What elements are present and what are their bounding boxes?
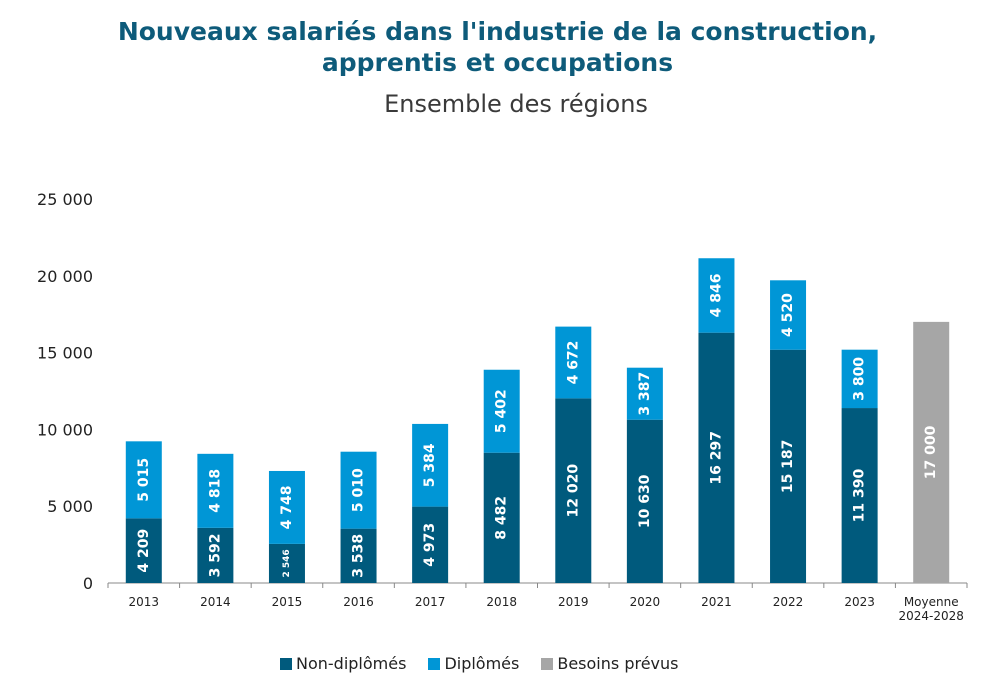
data-label: 11 390 (852, 468, 868, 522)
bar-segment (698, 332, 735, 583)
x-tick-label: 2019 (558, 595, 589, 609)
x-tick-label: 2013 (129, 595, 160, 609)
data-label: 5 010 (351, 468, 367, 512)
bar-segment (197, 453, 234, 528)
y-tick-label: 10 000 (37, 420, 93, 439)
data-label: 5 015 (136, 458, 152, 502)
y-tick-label: 5 000 (47, 497, 93, 516)
legend-swatch-besoins (541, 657, 554, 670)
data-label: 17 000 (923, 425, 939, 479)
bar-segment (268, 543, 305, 583)
x-tick-label: 2018 (486, 595, 517, 609)
bar-segment (626, 367, 663, 420)
data-label: 4 748 (279, 486, 295, 530)
x-tick-label: 2021 (701, 595, 732, 609)
data-label: 3 538 (351, 534, 367, 578)
data-label: 3 592 (207, 533, 223, 577)
chart-title-line-1: Nouveaux salariés dans l'industrie de la… (117, 17, 878, 46)
data-label: 4 209 (136, 529, 152, 573)
data-label: 5 384 (422, 443, 438, 487)
bar-segment (340, 451, 377, 529)
legend-label-besoins: Besoins prévus (557, 654, 679, 673)
y-tick-label: 0 (83, 574, 93, 593)
data-label: 5 402 (494, 389, 510, 433)
x-tick-label: 2016 (343, 595, 374, 609)
x-tick-label: 2015 (272, 595, 303, 609)
data-label: 4 973 (422, 523, 438, 567)
data-label: 15 187 (780, 440, 796, 494)
bar-segment (555, 398, 592, 583)
data-label: 8 482 (494, 496, 510, 540)
legend-label-non-diplomes: Non-diplômés (296, 654, 407, 673)
bar-segment (626, 419, 663, 583)
data-label: 3 800 (852, 357, 868, 401)
bar-segment (770, 280, 807, 350)
bar-segment (125, 518, 162, 583)
data-label: 4 672 (565, 341, 581, 385)
data-label: 4 846 (708, 274, 724, 318)
data-label: 12 020 (565, 464, 581, 518)
legend-item-non-diplomes: Non-diplômés (280, 654, 406, 673)
data-label: 4 818 (207, 469, 223, 513)
x-tick-label: 2014 (200, 595, 231, 609)
bar-segment (841, 408, 878, 583)
chart-title: Nouveaux salariés dans l'industrie de la… (0, 16, 995, 78)
bar-segment (913, 321, 950, 583)
y-tick-label: 15 000 (37, 344, 93, 363)
data-label: 10 630 (637, 474, 653, 528)
bar-segment (483, 369, 520, 453)
chart-title-line-2: apprentis et occupations (321, 48, 674, 77)
bar-segment (841, 349, 878, 409)
y-tick-label: 20 000 (37, 267, 93, 286)
bar-segment (268, 470, 305, 544)
data-label: 3 387 (637, 372, 653, 416)
legend-item-diplomes: Diplômés (428, 654, 519, 673)
data-label: 2 546 (282, 549, 292, 577)
bar-segment (698, 258, 735, 333)
chart-subtitle: Ensemble des régions (384, 90, 648, 118)
legend-swatch-non-diplomes (280, 657, 292, 670)
x-tick-label: 2022 (773, 595, 804, 609)
bar-segment (555, 326, 592, 399)
data-label: 16 297 (708, 431, 724, 485)
x-tick-label: Moyenne (904, 595, 959, 609)
x-tick-label: 2023 (844, 595, 875, 609)
x-tick-label: 2017 (415, 595, 446, 609)
bar-segment (197, 527, 234, 583)
legend-swatch-diplomes (428, 657, 441, 670)
legend-item-besoins: Besoins prévus (541, 654, 678, 673)
legend-label-diplomes: Diplômés (444, 654, 520, 673)
x-tick-label: 2024-2028 (898, 609, 963, 623)
bar-segment (412, 506, 449, 583)
bar-segment (483, 452, 520, 583)
bar-segment (340, 528, 377, 583)
bar-segment (125, 441, 162, 519)
x-tick-label: 2020 (630, 595, 661, 609)
data-label: 4 520 (780, 293, 796, 337)
bar-segment (412, 423, 449, 507)
legend: Non-diplômés Diplômés Besoins prévus (280, 654, 678, 673)
y-tick-label: 25 000 (37, 190, 93, 209)
bar-segment (770, 349, 807, 583)
